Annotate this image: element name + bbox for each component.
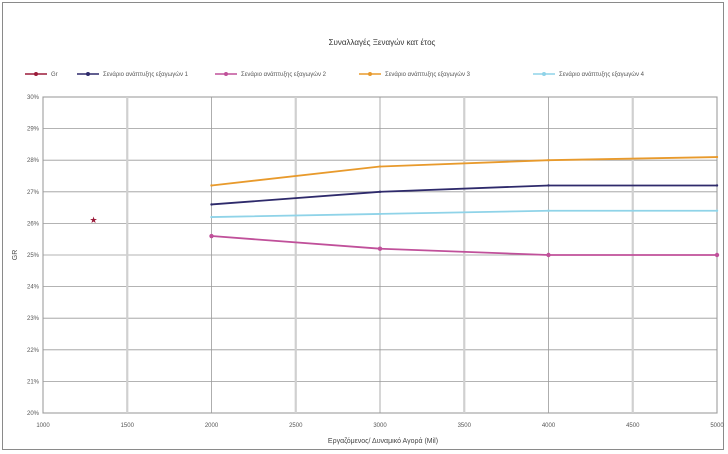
legend-marker [368,72,372,76]
x-tick-label: 1000 [36,423,50,429]
data-point [547,209,550,212]
data-point [377,246,383,251]
data-point [714,252,720,258]
series-3 [209,233,720,258]
series-layer: ★ [90,155,720,258]
data-point [715,184,719,187]
x-tick-label: 5000 [710,423,724,429]
legend-item-1: Gr [25,72,58,78]
data-point [378,190,382,193]
legend-item-5: Σενάριο ανάπτυξης εξαγωγών 4 [533,71,645,78]
chart-frame: Συναλλαγές Ξεναγών κατ έτος Gr Σενάριο αν… [2,2,724,450]
y-tick-label: 21% [27,379,40,385]
axes: 20% 21% 22% 23% 24% 25% 26% 27% 28% 29% 30% 1000 150… [27,95,724,429]
data-point [546,252,551,258]
series-line [211,235,717,256]
x-tick-label: 1500 [121,423,135,429]
y-tick-label: 22% [27,348,40,354]
series-line [211,184,717,206]
y-tick-label: 27% [27,190,40,196]
series-5 [210,209,719,219]
y-tick-label: 23% [27,316,40,322]
legend-label: Σενάριο ανάπτυξης εξαγωγών 1 [103,71,189,78]
data-point [547,159,550,162]
legend-marker [86,72,90,76]
data-point [378,165,382,168]
legend-item-3: Σενάριο ανάπτυξης εξαγωγών 2 [215,71,327,78]
series-2 [210,184,719,206]
y-tick-label: 20% [27,411,40,417]
x-tick-label: 4500 [626,423,640,429]
grid [42,96,718,414]
data-point [210,203,213,206]
legend-marker [224,72,228,76]
data-point [715,155,719,159]
y-tick-label: 30% [27,95,40,101]
x-tick-label: 2000 [205,423,219,429]
legend: Gr Σενάριο ανάπτυξης εξαγωγών 1 Σενάριο αν… [25,71,645,78]
data-point-star: ★ [90,215,98,225]
x-tick-label: 3500 [458,423,472,429]
chart-title: Συναλλαγές Ξεναγών κατ έτος [329,38,436,47]
y-tick-label: 28% [27,158,40,164]
legend-label: Σενάριο ανάπτυξης εξαγωγών 4 [559,71,645,78]
data-point [378,212,382,216]
data-point [209,233,214,239]
line-chart: Συναλλαγές Ξεναγών κατ έτος Gr Σενάριο αν… [12,38,724,445]
y-tick-label: 26% [27,221,40,227]
data-point [715,209,719,212]
series-4 [210,155,719,187]
legend-label: Gr [51,72,58,78]
series-1: ★ [90,215,98,225]
x-axis-title: Εργαζόμενος/ Δυναμικό Αγορά (Mil) [328,437,438,445]
legend-marker [34,72,38,76]
legend-label: Σενάριο ανάπτυξης εξαγωγών 2 [241,71,327,78]
legend-item-4: Σενάριο ανάπτυξης εξαγωγών 3 [359,71,471,78]
y-tick-label: 25% [27,253,40,259]
y-axis-title: GR [12,250,19,261]
x-tick-label: 3000 [373,423,387,429]
legend-item-2: Σενάριο ανάπτυξης εξαγωγών 1 [77,71,189,78]
data-point [210,184,213,187]
series-line [211,209,717,218]
series-line [211,156,718,187]
y-tick-label: 29% [27,127,40,133]
y-tick-label: 24% [27,285,40,291]
legend-marker [542,72,546,76]
x-tick-label: 2500 [289,423,303,429]
legend-label: Σενάριο ανάπτυξης εξαγωγών 3 [385,71,471,78]
data-point [210,215,213,219]
x-tick-label: 4000 [542,423,556,429]
data-point [547,184,550,187]
